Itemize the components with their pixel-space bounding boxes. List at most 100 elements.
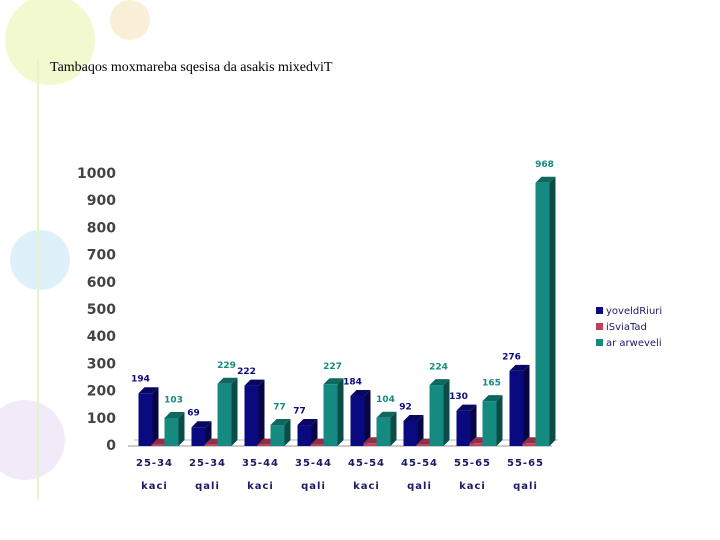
value-label: 229 [217, 361, 236, 371]
bar-top [164, 411, 185, 418]
x-group-label: qali [407, 481, 432, 492]
bar [482, 401, 497, 446]
x-group-label: kaci [353, 481, 380, 492]
y-tick-label: 300 [87, 356, 116, 372]
y-tick-label: 100 [87, 411, 116, 427]
chart-title: Tambaqos moxmareba sqesisa da asakis mix… [50, 60, 333, 75]
bar-top [191, 421, 212, 428]
y-tick-label: 200 [87, 384, 116, 400]
legend-label: yoveldRiuri [606, 306, 662, 317]
bar [244, 385, 259, 446]
value-label: 69 [187, 409, 200, 419]
value-label: 184 [343, 377, 362, 387]
bar [456, 410, 471, 446]
legend-label: ar arweveli [606, 338, 662, 349]
value-label: 130 [449, 392, 468, 402]
bar-side [443, 379, 450, 446]
bar [151, 444, 166, 446]
y-tick-label: 0 [106, 438, 116, 454]
bar [535, 182, 550, 447]
bar-top [376, 411, 397, 418]
bar-top [350, 389, 371, 396]
y-tick-label: 800 [87, 220, 116, 236]
background-decoration [0, 0, 150, 500]
value-label: 103 [164, 395, 183, 405]
bar-top [456, 404, 477, 411]
legend-label: iSviaTad [606, 322, 647, 333]
bar-side [470, 404, 477, 446]
x-tick-label: 25-34 [136, 458, 173, 469]
bar [164, 417, 179, 446]
bar-top [138, 387, 159, 394]
bar [376, 417, 391, 446]
value-label: 227 [323, 362, 342, 372]
bar [350, 395, 365, 446]
bar [403, 420, 418, 446]
bar [469, 443, 484, 446]
bar-top [244, 379, 265, 386]
x-tick-label: 45-54 [348, 458, 385, 469]
value-label: 194 [131, 375, 150, 385]
bar-side [231, 377, 238, 446]
bar-side [258, 379, 265, 446]
y-tick-label: 900 [87, 193, 116, 209]
bar [257, 444, 272, 446]
bar [191, 427, 206, 446]
bar [297, 425, 312, 446]
legend-swatch [596, 339, 603, 346]
x-group-label: qali [513, 481, 538, 492]
bar [270, 425, 285, 446]
legend-swatch [596, 323, 603, 330]
bar [429, 385, 444, 446]
value-label: 104 [376, 395, 395, 405]
bar-top [482, 395, 503, 402]
x-tick-label: 25-34 [189, 458, 226, 469]
bar-top [429, 379, 450, 386]
bar-side [284, 419, 291, 446]
bar-side [178, 411, 185, 446]
bar [363, 443, 378, 446]
y-tick-label: 500 [87, 302, 116, 318]
x-group-label: kaci [459, 481, 486, 492]
value-label: 165 [482, 379, 501, 389]
bar-side [364, 389, 371, 446]
x-tick-label: 35-44 [242, 458, 279, 469]
x-tick-label: 55-65 [507, 458, 544, 469]
bar [509, 370, 524, 446]
bar-top [323, 378, 344, 385]
bar-side [337, 378, 344, 446]
bar [416, 444, 431, 446]
value-label: 77 [273, 403, 286, 413]
bar-side [549, 176, 556, 447]
value-label: 92 [399, 402, 412, 412]
bar-side [152, 387, 159, 446]
bar [522, 443, 537, 446]
x-tick-label: 55-65 [454, 458, 491, 469]
bar-top [403, 414, 424, 421]
legend-swatch [596, 307, 603, 314]
bar-top [297, 419, 318, 426]
y-tick-label: 700 [87, 248, 116, 264]
value-label: 224 [429, 363, 448, 373]
bar-side [496, 395, 503, 446]
bar-top [509, 364, 530, 371]
x-group-label: kaci [141, 481, 168, 492]
bar-top [270, 419, 291, 426]
bar [217, 383, 232, 446]
y-tick-label: 600 [87, 275, 116, 291]
bar-side [390, 411, 397, 446]
value-label: 222 [237, 367, 256, 377]
value-label: 276 [502, 352, 521, 362]
bar-top [535, 176, 556, 183]
x-group-label: qali [195, 481, 220, 492]
bar [323, 384, 338, 446]
x-group-label: qali [301, 481, 326, 492]
bar [310, 444, 325, 446]
bar [138, 393, 153, 446]
value-label: 968 [535, 160, 554, 170]
value-label: 77 [293, 407, 306, 417]
bar-side [417, 414, 424, 446]
bar-top [217, 377, 238, 384]
bar-side [523, 364, 530, 446]
